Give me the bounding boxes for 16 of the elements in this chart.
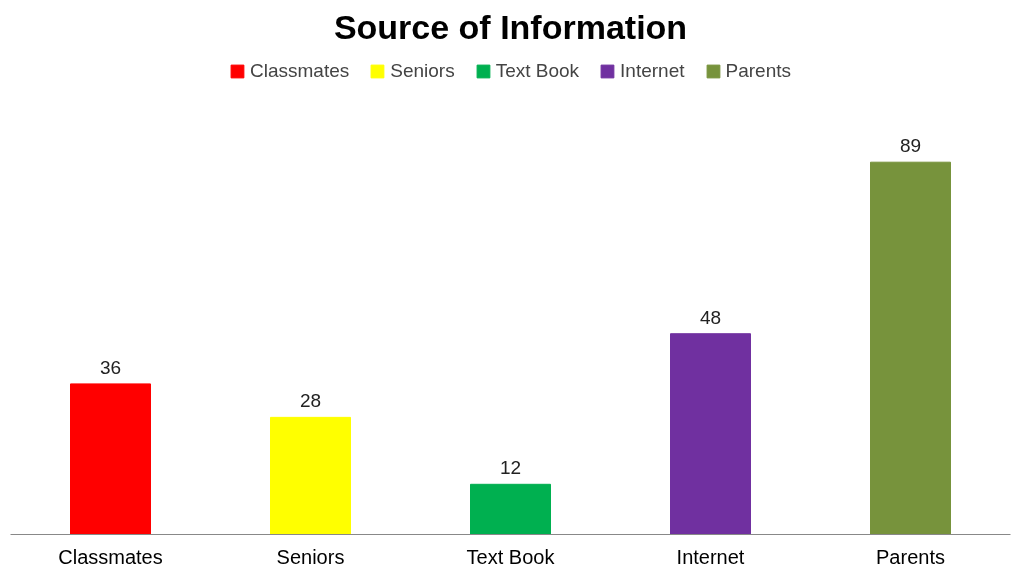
data-label: 36 xyxy=(99,356,122,378)
x-tick-label: Internet xyxy=(676,545,745,568)
legend-label: Parents xyxy=(725,60,792,82)
data-label: 89 xyxy=(899,135,922,157)
legend-label: Internet xyxy=(620,60,685,82)
data-label: 48 xyxy=(699,306,722,328)
chart-title: Source of Information xyxy=(333,7,688,46)
data-label: 28 xyxy=(299,390,322,412)
data-label: 12 xyxy=(499,457,522,479)
legend-label: Seniors xyxy=(390,60,455,82)
legend-label: Text Book xyxy=(495,60,580,82)
x-tick-label: Seniors xyxy=(276,545,345,568)
x-tick-label: Classmates xyxy=(58,545,163,568)
x-tick-label: Parents xyxy=(876,545,945,568)
legend-label: Classmates xyxy=(249,60,350,82)
x-tick-label: Text Book xyxy=(466,545,556,568)
